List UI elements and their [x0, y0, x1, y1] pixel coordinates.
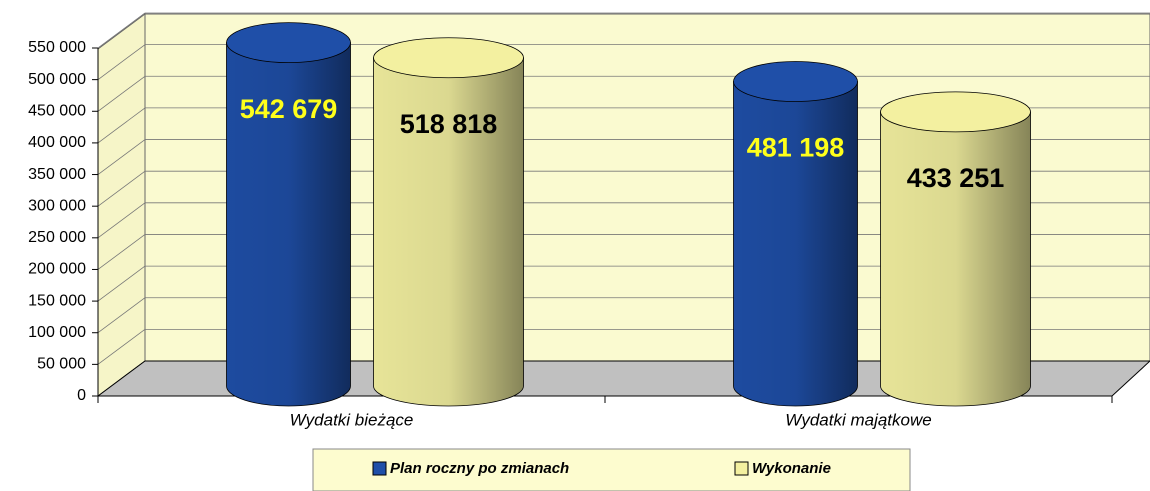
legend [312, 448, 911, 491]
cylinder-top [880, 91, 1031, 133]
y-tick-label: 350 000 [28, 166, 86, 183]
cylinder-shade [733, 81, 858, 407]
y-tick-label: 550 000 [28, 39, 86, 56]
side-wall [97, 13, 146, 397]
grid-line [97, 202, 146, 239]
y-tick-label: 300 000 [28, 197, 86, 214]
y-tick-label: 100 000 [28, 324, 86, 341]
y-tick-label: 150 000 [28, 292, 86, 309]
value-label: 481 198 [747, 133, 845, 163]
y-tick-label: 250 000 [28, 229, 86, 246]
grid-line [97, 265, 146, 302]
cylinder-top [373, 37, 524, 79]
grid-line [97, 12, 146, 49]
grid-line [97, 44, 146, 80]
grid-line [97, 139, 146, 175]
legend-label: Wykonanie [752, 460, 831, 477]
value-label: 518 818 [400, 109, 498, 139]
y-tick-label: 200 000 [28, 261, 86, 278]
legend-label: Plan roczny po zmianach [390, 460, 569, 477]
legend-swatch [734, 461, 749, 476]
legend-swatch [372, 461, 387, 476]
cylinder-top [733, 61, 858, 102]
grid-line [97, 329, 146, 365]
value-label: 433 251 [907, 163, 1005, 193]
y-tick-label: 400 000 [28, 134, 86, 151]
y-tick-label: 500 000 [28, 71, 86, 88]
y-tick-label: 50 000 [37, 356, 86, 373]
cylinder-shade [226, 42, 351, 406]
value-label: 542 679 [240, 94, 338, 124]
cylinder-shade [880, 111, 1031, 407]
y-tick-label: 0 [77, 387, 86, 404]
grid-line [97, 170, 146, 207]
cylinder-top [226, 22, 351, 64]
grid-line [97, 297, 146, 334]
y-tick-label: 450 000 [28, 102, 86, 119]
grid-line [97, 107, 146, 144]
x-tick-label: Wydatki bieżące [290, 410, 414, 429]
cylinder-shade [373, 57, 524, 407]
grid-line [97, 75, 146, 112]
x-tick-label: Wydatki majątkowe [785, 410, 931, 429]
grid-line [97, 234, 146, 270]
